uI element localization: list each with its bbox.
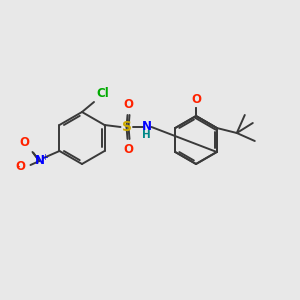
Text: N: N [142,119,152,133]
Text: -: - [17,161,20,171]
Text: H: H [142,130,151,140]
Text: O: O [16,160,26,173]
Text: O: O [20,136,29,149]
Text: +: + [41,152,48,161]
Text: S: S [122,120,131,134]
Text: O: O [191,93,201,106]
Text: O: O [124,98,134,111]
Text: N: N [34,154,44,167]
Text: Cl: Cl [96,87,109,100]
Text: O: O [124,143,134,156]
